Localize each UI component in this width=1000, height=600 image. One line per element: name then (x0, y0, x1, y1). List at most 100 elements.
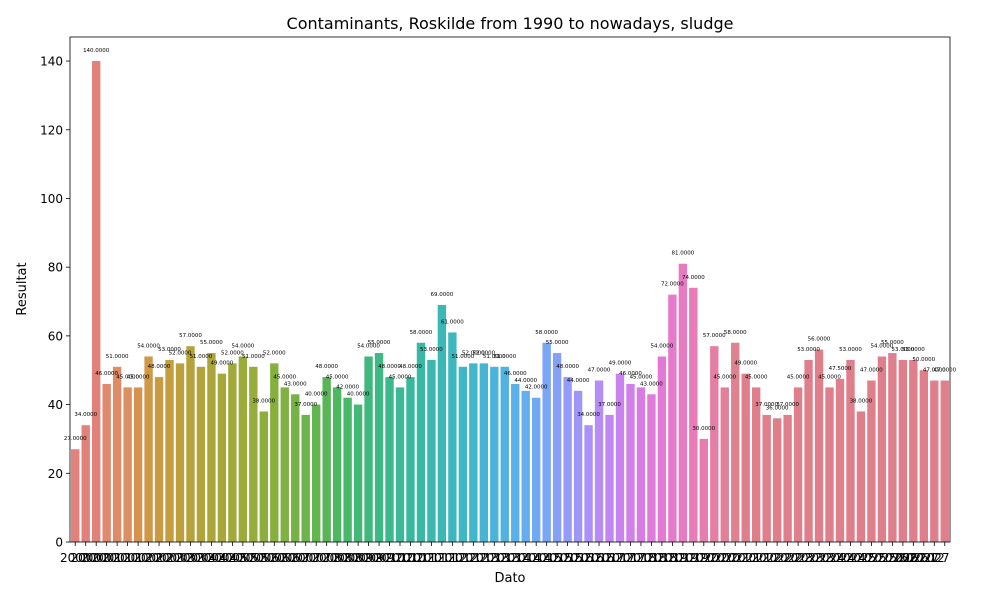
x-tick-label: 2024 (835, 551, 866, 565)
bar (312, 404, 321, 542)
bar (752, 387, 761, 542)
bar (532, 397, 541, 542)
data-label: 54.0000 (871, 343, 894, 349)
bar (343, 397, 352, 542)
data-label: 48.0000 (315, 364, 338, 370)
y-tick-label: 100 (40, 192, 63, 206)
bar (291, 394, 300, 542)
x-tick-label: 2008 (332, 551, 363, 565)
bar (395, 387, 405, 542)
x-tick-label: 2012 (458, 551, 489, 565)
x-tick-label: 2013 (489, 551, 520, 565)
y-axis: 0 20 40 60 80 100 120 140 (40, 55, 70, 550)
x-tick-label: 2001 (112, 551, 143, 565)
data-label: 37.0000 (294, 402, 317, 408)
bar (479, 363, 488, 542)
data-label: 58.0000 (724, 330, 747, 336)
x-tick-label: 2018 (647, 551, 678, 565)
x-tick-label: 2001 (102, 551, 133, 565)
bar (856, 411, 866, 542)
x-tick-label: 2017 (594, 551, 625, 565)
data-label: 48.0000 (399, 364, 422, 370)
bar (825, 387, 834, 542)
bar (416, 342, 426, 542)
x-tick-label: 2009 (343, 551, 374, 565)
data-label: 54.0000 (651, 343, 674, 349)
x-tick-label: 2004 (186, 551, 217, 565)
x-tick-label: 2018 (636, 551, 667, 565)
x-tick-label: 2025 (867, 551, 898, 565)
bar (112, 366, 122, 542)
bar (940, 380, 949, 542)
data-label: 37.0000 (598, 402, 621, 408)
x-tick-label: 2011 (406, 551, 437, 565)
bar (458, 366, 468, 542)
data-label: 49.0000 (734, 361, 757, 367)
bar (605, 414, 614, 542)
x-tick-label: 2007 (301, 551, 332, 565)
x-tick-label: 2005 (238, 551, 269, 565)
bar (647, 394, 656, 542)
data-label: 53.0000 (158, 347, 181, 353)
data-label: 55.0000 (546, 340, 569, 346)
x-tick-label: 2025 (856, 551, 887, 565)
bar (92, 61, 101, 543)
data-label: 58.0000 (535, 330, 558, 336)
x-tick-label: 2003 (175, 551, 206, 565)
plot-frame (69, 36, 951, 543)
data-label: 45.0000 (630, 374, 653, 380)
bar (930, 380, 939, 542)
bar (888, 353, 897, 542)
data-label: 53.0000 (891, 347, 914, 353)
x-tick-label: 2000 (81, 551, 112, 565)
x-tick-label: 2010 (385, 551, 416, 565)
bar (437, 304, 447, 542)
bar (636, 387, 646, 542)
data-label: 74.0000 (682, 275, 705, 281)
bar (793, 387, 803, 542)
bar (144, 356, 153, 542)
x-tick-label: 2015 (531, 551, 562, 565)
data-label: 52.0000 (221, 350, 244, 356)
bar (720, 387, 729, 542)
data-label: 53.0000 (797, 347, 820, 353)
x-tick-label: 2020 (699, 551, 730, 565)
bar (594, 380, 604, 542)
x-tick-label: 2023 (793, 551, 824, 565)
bar (521, 390, 530, 542)
bar (814, 349, 824, 542)
data-label: 45.0000 (713, 374, 736, 380)
x-tick-label: 2023 (783, 551, 814, 565)
x-axis: 2000200020002001200120012002200220022003… (60, 542, 950, 565)
bar (196, 366, 206, 542)
x-tick-label: 2014 (510, 551, 541, 565)
bar (123, 387, 132, 542)
bar (846, 359, 855, 542)
x-tick-label: 2006 (259, 551, 290, 565)
bar (909, 359, 918, 542)
bar (102, 383, 111, 542)
x-tick-label: 2016 (584, 551, 615, 565)
bar (626, 383, 635, 542)
data-label: 40.0000 (305, 392, 328, 398)
data-label: 36.0000 (766, 405, 789, 411)
x-tick-label: 2014 (521, 551, 552, 565)
y-axis-label: Resultat (15, 262, 30, 315)
bar (835, 378, 845, 542)
data-label: 81.0000 (671, 251, 694, 257)
x-tick-label: 2007 (290, 551, 321, 565)
bar (165, 359, 174, 542)
x-tick-label: 2011 (416, 551, 447, 565)
data-label: 49.0000 (211, 361, 234, 367)
data-label: 69.0000 (431, 292, 454, 298)
x-tick-label: 2020 (689, 551, 720, 565)
x-tick-label: 2026 (898, 551, 929, 565)
data-label: 42.0000 (336, 385, 359, 391)
data-label: 45.0000 (127, 374, 150, 380)
x-axis-label: Dato (494, 571, 525, 586)
bar (427, 359, 436, 542)
data-label: 40.0000 (347, 392, 370, 398)
y-tick-label: 120 (40, 123, 63, 137)
data-label: 49.0000 (609, 361, 632, 367)
bar (490, 366, 499, 542)
